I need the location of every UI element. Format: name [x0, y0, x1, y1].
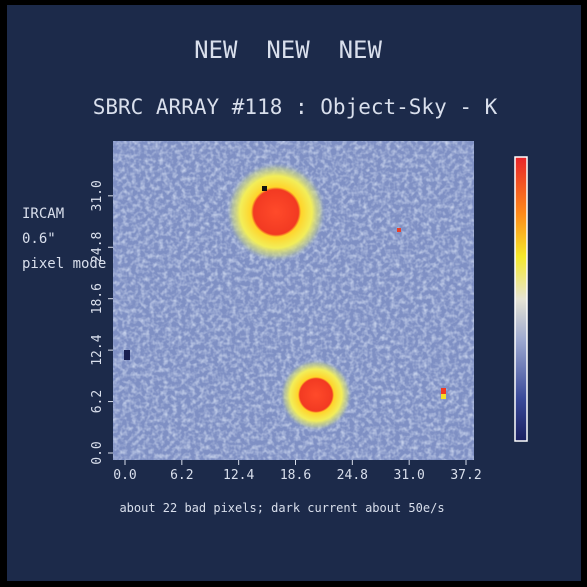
screen: NEW NEW NEW SBRC ARRAY #118 : Object-Sky…: [0, 0, 587, 587]
x-tick-label: 6.2: [170, 468, 193, 483]
star: [280, 359, 352, 431]
y-tick-label: 24.8: [90, 232, 105, 263]
image: [113, 141, 474, 460]
x-tick-label: 24.8: [337, 468, 368, 483]
star: [226, 162, 326, 262]
hot-pixel: [441, 388, 446, 394]
bad-pixel: [262, 186, 267, 191]
y-tick-label: 31.0: [90, 180, 105, 211]
banner: NEW NEW NEW: [194, 36, 382, 64]
y-tick-label: 18.6: [90, 283, 105, 314]
x-tick-label: 0.0: [113, 468, 136, 483]
hot-pixel: [397, 228, 401, 232]
side-label: 0.6": [22, 231, 56, 247]
y-tick-label: 6.2: [90, 390, 105, 413]
bad-pixel: [124, 350, 130, 360]
page: NEW NEW NEW SBRC ARRAY #118 : Object-Sky…: [0, 0, 587, 587]
title: SBRC ARRAY #118 : Object-Sky - K: [93, 95, 498, 119]
y-tick-label: 12.4: [90, 334, 105, 365]
colorbar: [515, 157, 527, 441]
y-tick-label: 0.0: [90, 441, 105, 464]
x-tick-label: 12.4: [223, 468, 254, 483]
x-tick-label: 37.2: [450, 468, 481, 483]
x-tick-label: 18.6: [280, 468, 311, 483]
footer: about 22 bad pixels; dark current about …: [119, 501, 444, 515]
x-tick-label: 31.0: [394, 468, 425, 483]
hot-pixel: [441, 394, 446, 399]
side-label: IRCAM: [22, 206, 64, 222]
